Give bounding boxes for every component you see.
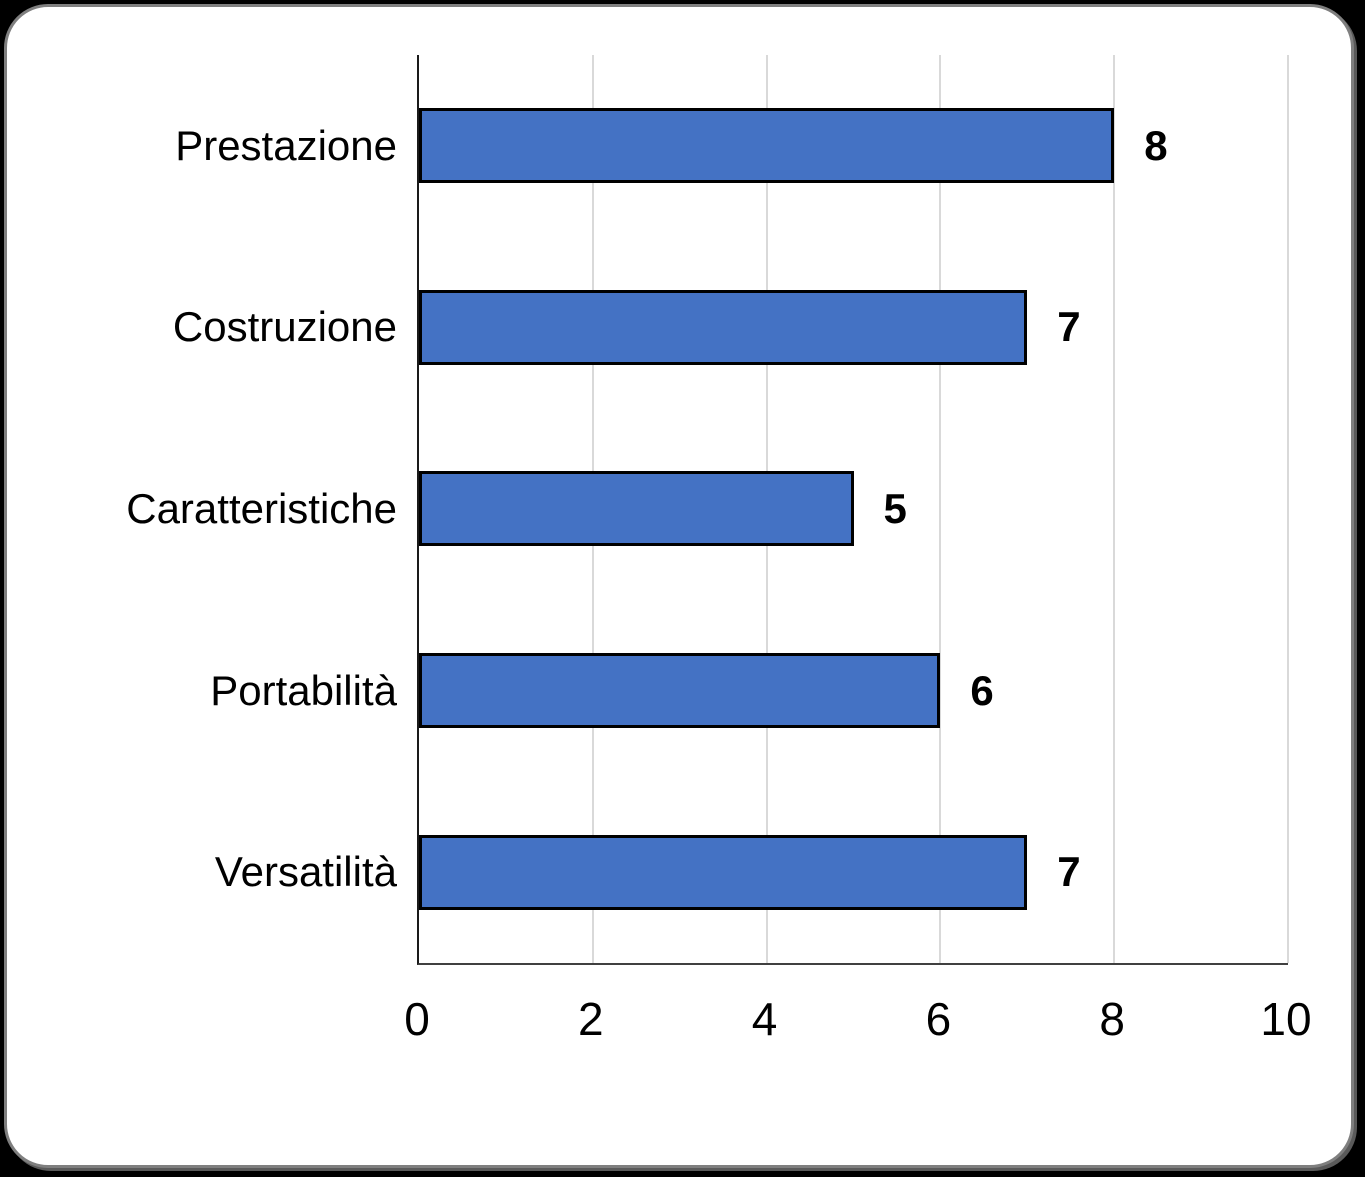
category-label: Versatilità [214, 848, 397, 896]
x-tick-label: 6 [925, 993, 952, 1045]
bar-row: 7 [419, 237, 1288, 419]
gridline [939, 55, 942, 963]
category-label: Costruzione [172, 303, 397, 351]
plot-area: 8 7 5 6 7 [417, 55, 1289, 965]
bar-row: 5 [419, 418, 1288, 600]
bar-rows: 8 7 5 6 7 [419, 55, 1288, 963]
bar [419, 108, 1115, 184]
bar [419, 289, 1028, 365]
category-labels: Prestazione Costruzione Caratteristiche Por… [0, 55, 397, 963]
value-label: 7 [1057, 303, 1081, 351]
bar-row: 6 [419, 600, 1288, 782]
gridline [1113, 55, 1116, 963]
x-tick-label: 4 [751, 993, 778, 1045]
category-label: Portabilità [210, 666, 397, 714]
value-label: 5 [883, 484, 907, 532]
gridline [1287, 55, 1289, 963]
bar [419, 834, 1028, 910]
value-label: 6 [970, 666, 994, 714]
chart-card [4, 4, 1354, 1168]
x-axis-tick-labels: 0 2 4 6 8 10 [404, 992, 1311, 1052]
x-tick-label: 8 [1099, 993, 1125, 1045]
category-label: Prestazione [175, 121, 397, 169]
value-label: 8 [1144, 121, 1168, 169]
x-tick-label: 0 [404, 993, 430, 1045]
bar-row: 7 [419, 781, 1288, 963]
category-label: Caratteristiche [126, 484, 397, 532]
bar-row: 8 [419, 55, 1288, 237]
bar [419, 653, 941, 729]
value-label: 7 [1057, 848, 1081, 896]
bar [419, 471, 854, 547]
x-tick-label: 2 [578, 993, 604, 1045]
x-tick-label: 10 [1260, 993, 1312, 1045]
